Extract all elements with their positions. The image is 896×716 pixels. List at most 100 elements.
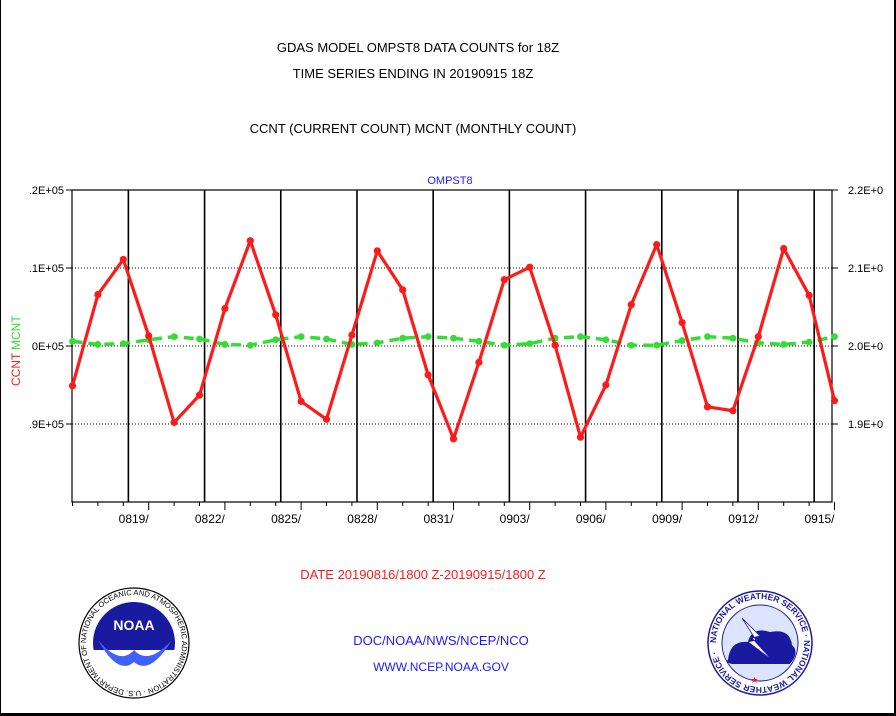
ccnt-point-0914 [805, 291, 813, 299]
mcnt-point-0915 [831, 333, 838, 341]
mcnt-point-0908 [653, 341, 661, 349]
ccnt-point-0901 [475, 358, 483, 366]
panel-label: OMPST8 [427, 175, 472, 187]
plot-axes [66, 189, 838, 510]
ccnt-point-0907 [627, 301, 635, 309]
ccnt-point-0904 [551, 341, 559, 349]
mcnt-point-0911 [729, 334, 737, 342]
ccnt-point-0824 [272, 311, 280, 319]
chart-subtitle: CCNT (CURRENT COUNT) MCNT (MONTHLY COUNT… [250, 121, 577, 136]
ccnt-point-0821 [195, 391, 204, 399]
ccnt-point-0830 [424, 371, 432, 379]
y-tick-label-right-0: 2.2E+0 [848, 185, 883, 197]
ccnt-point-0908 [653, 241, 661, 249]
y-tick-label-right-1: 2.1E+0 [848, 263, 883, 275]
x-tick-label-0: 0819/ [119, 512, 150, 526]
mcnt-point-0903 [526, 340, 534, 348]
mcnt-point-0909 [678, 337, 686, 344]
y-tick-label-left-1: .1E+05 [29, 263, 64, 275]
website-label: WWW.NCEP.NOAA.GOV [373, 660, 509, 674]
mcnt-series [69, 333, 838, 349]
x-tick-label-1: 0822/ [195, 512, 226, 526]
ccnt-point-0819 [145, 332, 153, 340]
y-tick-label-left-0: .2E+05 [29, 185, 64, 197]
ccnt-point-0823 [246, 237, 254, 245]
ccnt-series [68, 237, 839, 443]
x-tick-label-4: 0831/ [423, 512, 454, 526]
x-tick-label-3: 0828/ [347, 512, 378, 526]
mcnt-point-0901 [475, 337, 483, 345]
svg-text:NATIONAL OCEANIC AND ATMOSPHER: NATIONAL OCEANIC AND ATMOSPHERIC ADMINIS… [0, 0, 189, 698]
mcnt-point-0905 [577, 333, 584, 341]
ccnt-point-0829 [399, 286, 407, 294]
ccnt-point-0825 [297, 397, 305, 405]
mcnt-point-0822 [221, 341, 229, 348]
bottom-border [0, 713, 896, 716]
ccnt-point-0820 [170, 418, 178, 427]
right-border [894, 0, 896, 716]
ccnt-point-0910 [703, 403, 712, 411]
mcnt-point-0910 [704, 333, 711, 341]
ccnt-point-0822 [221, 304, 229, 313]
x-tick-label-2: 0825/ [271, 512, 302, 526]
mcnt-point-0824 [272, 336, 280, 344]
left-border [0, 0, 1, 716]
x-tick-label-8: 0912/ [728, 512, 759, 526]
y-tick-label-right-3: 1.9E+0 [848, 419, 883, 431]
ccnt-point-0913 [780, 244, 788, 253]
mcnt-point-0829 [399, 334, 407, 342]
date-range-label: DATE 20190816/1800 Z-20190915/1800 Z [300, 567, 546, 582]
mcnt-point-0831 [450, 334, 457, 342]
mcnt-point-0913 [780, 341, 788, 348]
chart-title-line1: GDAS MODEL OMPST8 DATA COUNTS for 18Z [277, 40, 559, 55]
mcnt-point-0830 [424, 333, 432, 341]
mcnt-point-0825 [297, 333, 305, 341]
ccnt-point-0902 [500, 276, 508, 284]
noaa-ring-text: NATIONAL OCEANIC AND ATMOSPHERIC ADMINIS… [0, 0, 189, 698]
ccnt-point-0915 [830, 397, 839, 405]
ccnt-point-0828 [373, 247, 381, 255]
mcnt-point-0817 [94, 341, 102, 348]
ccnt-point-0906 [602, 381, 610, 389]
mcnt-point-0826 [323, 335, 330, 343]
ccnt-point-0816 [68, 382, 77, 390]
ccnt-point-0909 [678, 319, 686, 327]
ccnt-point-0817 [94, 290, 102, 299]
ccnt-point-0905 [576, 433, 585, 441]
ccnt-point-0831 [449, 435, 458, 443]
ccnt-point-0818 [119, 255, 127, 264]
ccnt-point-0826 [322, 415, 331, 423]
noaa-logo: NOAA NATIONAL OCEANIC AND ATMOSPHERIC AD… [0, 0, 190, 699]
mcnt-point-0823 [246, 341, 254, 349]
tick-labels: .2E+05 .1E+05 0E+05 .9E+05 2.2E+0 2.1E+0 2.0E+… [29, 185, 883, 526]
x-tick-label-5: 0903/ [500, 512, 531, 526]
y-tick-label-right-2: 2.0E+0 [848, 341, 883, 353]
mcnt-point-0907 [627, 341, 635, 349]
ccnt-point-0903 [526, 263, 534, 271]
x-tick-label-6: 0906/ [576, 512, 607, 526]
x-tick-label-9: 0915/ [804, 512, 835, 526]
x-tick-label-7: 0909/ [652, 512, 683, 526]
ccnt-point-0911 [729, 407, 737, 415]
noaa-logo-text: NOAA [113, 617, 154, 633]
y-tick-label-left-2: 0E+05 [32, 341, 64, 353]
y-tick-label-left-3: .9E+05 [29, 419, 64, 431]
mcnt-point-0816 [69, 337, 76, 345]
ylabel-mcnt: MCNT [9, 315, 23, 350]
mcnt-point-0914 [805, 338, 813, 346]
org-label: DOC/NOAA/NWS/NCEP/NCO [353, 633, 529, 648]
ccnt-point-0912 [754, 333, 762, 341]
grid-layer [72, 267, 832, 425]
mcnt-point-0820 [170, 333, 178, 341]
mcnt-point-0906 [602, 336, 610, 344]
ccnt-point-0827 [348, 331, 356, 339]
mcnt-point-0902 [500, 341, 508, 349]
ylabel-ccnt: CCNT [9, 352, 23, 386]
chart-title-line2: TIME SERIES ENDING IN 20190915 18Z [293, 66, 534, 81]
mcnt-point-0818 [119, 340, 127, 348]
mcnt-point-0828 [373, 339, 381, 347]
mcnt-point-0821 [196, 335, 203, 343]
nws-logo: NATIONAL WEATHER SERVICE · NATIONAL WEAT… [707, 590, 813, 696]
